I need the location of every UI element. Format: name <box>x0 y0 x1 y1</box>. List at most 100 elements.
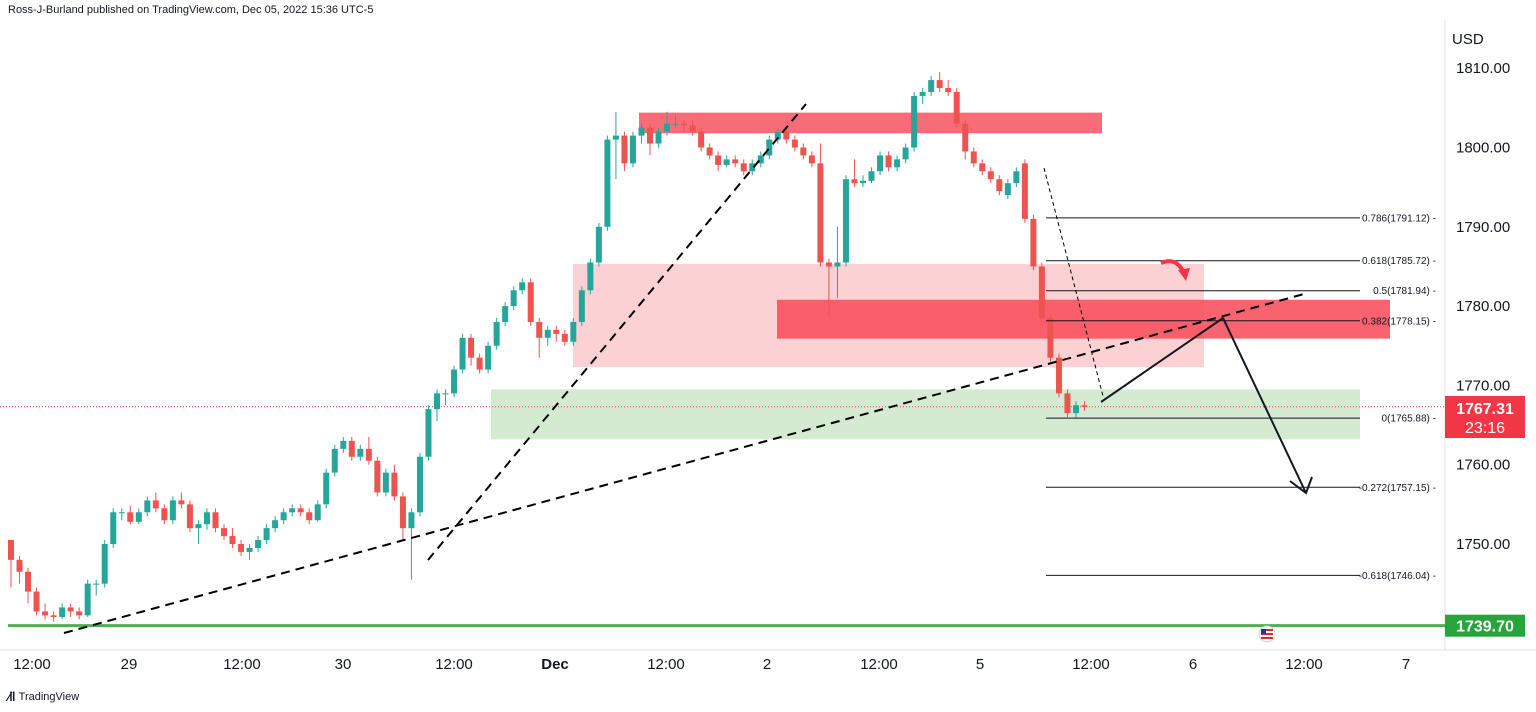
us-event-flag-icon[interactable] <box>1258 625 1276 643</box>
candle-body <box>911 95 918 148</box>
candle-body <box>399 496 406 529</box>
time-axis[interactable]: 12:00 29 12:00 30 12:00 Dec 12:00 2 12:00 5 12:00 6… <box>13 656 1410 673</box>
bar-countdown: 23:16 <box>1465 420 1505 437</box>
candle-body <box>33 591 40 612</box>
candle-body <box>203 512 210 525</box>
candle-body <box>50 615 57 617</box>
candle-body <box>195 524 202 529</box>
candle-body <box>1073 405 1079 414</box>
time-tick-label: 12:00 <box>13 656 51 673</box>
candle-body <box>612 135 619 140</box>
candle-body <box>732 159 739 164</box>
candle-body <box>434 393 440 410</box>
candle-body <box>945 88 952 92</box>
support-price-value: 1739.70 <box>1456 619 1514 636</box>
price-tick-label: 1760.00 <box>1456 457 1510 474</box>
candle-body <box>851 179 858 184</box>
candle-body <box>323 472 330 505</box>
candle-body <box>655 131 662 144</box>
candle-body <box>374 460 381 493</box>
candle-body <box>629 135 636 164</box>
footer: ⁄‖ TradingView <box>8 689 79 704</box>
fib-level-label: -0.618(1746.04) - <box>1359 571 1436 582</box>
price-tick-label: 1810.00 <box>1456 60 1510 77</box>
candle-body <box>842 179 849 263</box>
candle-body <box>289 508 296 513</box>
candle-body <box>638 127 645 136</box>
candle-body <box>834 262 841 267</box>
candle-body <box>459 337 466 370</box>
candle-body <box>757 155 764 164</box>
price-tick-label: 1750.00 <box>1456 536 1510 553</box>
candle-body <box>962 123 969 152</box>
candle-body <box>101 544 108 584</box>
time-tick-label: 12:00 <box>647 656 685 673</box>
top-resistance-zone <box>639 112 1102 134</box>
candle-body <box>766 139 773 156</box>
candle-body <box>169 500 176 521</box>
candle-body <box>331 448 338 473</box>
tradingview-logo-icon: ⁄‖ <box>8 689 16 704</box>
publisher-caption: Ross-J-Burland published on TradingView.… <box>8 4 374 16</box>
candle-body <box>894 159 901 168</box>
candle-body <box>1047 317 1054 358</box>
candle-body <box>698 131 705 148</box>
red-arrowhead-icon <box>1178 268 1190 281</box>
candle-body <box>152 500 159 509</box>
candle-body <box>791 139 798 148</box>
fib-level-label: 0.5(1781.94) - <box>1373 286 1436 297</box>
candle-body <box>808 155 815 164</box>
price-axis[interactable]: 1810.00 1800.00 1790.00 1780.00 1770.00 1760.… <box>1456 60 1510 553</box>
candle-body <box>1021 163 1028 219</box>
currency-label: USD <box>1452 31 1484 48</box>
candle-body <box>280 512 287 521</box>
upper-dashed-trendline <box>427 103 807 561</box>
time-tick-label: 7 <box>1402 656 1410 673</box>
candle-body <box>365 448 372 461</box>
price-tick-label: 1800.00 <box>1456 140 1510 157</box>
fib-level-label: 0.618(1785.72) - <box>1362 256 1436 267</box>
candle-body <box>246 547 253 552</box>
candle-body <box>740 163 747 172</box>
candle-body <box>135 512 142 522</box>
candle-body <box>885 155 892 168</box>
candle-body <box>996 179 1003 192</box>
candle-body <box>118 512 125 514</box>
time-tick-label: 2 <box>763 656 771 673</box>
candle-body <box>502 306 509 322</box>
candle-body <box>255 540 262 548</box>
candle-body <box>340 440 347 449</box>
candle-body <box>25 571 32 592</box>
candle-body <box>485 345 492 370</box>
candle-body <box>67 607 74 612</box>
candle-body <box>519 282 526 291</box>
candle-body <box>987 171 994 180</box>
support-price-badge: 1739.70 <box>1445 614 1525 637</box>
candle-body <box>16 559 23 572</box>
candle-body <box>1055 357 1062 394</box>
candle-body <box>817 163 824 263</box>
candle-body <box>621 135 628 164</box>
candle-body <box>510 290 517 307</box>
candle-body <box>391 472 398 497</box>
fib-level-label: 0.382(1778.15) - <box>1362 316 1436 327</box>
candle-body <box>1004 183 1011 196</box>
candle-body <box>1030 218 1037 267</box>
time-tick-label: 12:00 <box>1072 656 1110 673</box>
candle-body <box>681 123 688 126</box>
last-price-value: 1767.31 <box>1456 401 1514 418</box>
candle-body <box>408 512 415 529</box>
candle-body <box>919 91 926 96</box>
candle-body <box>84 583 91 616</box>
time-tick-label: 12:00 <box>223 656 261 673</box>
candle-body <box>186 504 193 529</box>
candle-body <box>689 125 696 132</box>
candle-body <box>553 329 560 334</box>
candle-body <box>970 151 977 164</box>
candle-body <box>868 171 875 181</box>
candle-body <box>42 611 49 616</box>
last-price-badge: 1767.31 23:16 <box>1445 396 1525 438</box>
price-tick-label: 1780.00 <box>1456 298 1510 315</box>
candle-body <box>706 147 713 156</box>
